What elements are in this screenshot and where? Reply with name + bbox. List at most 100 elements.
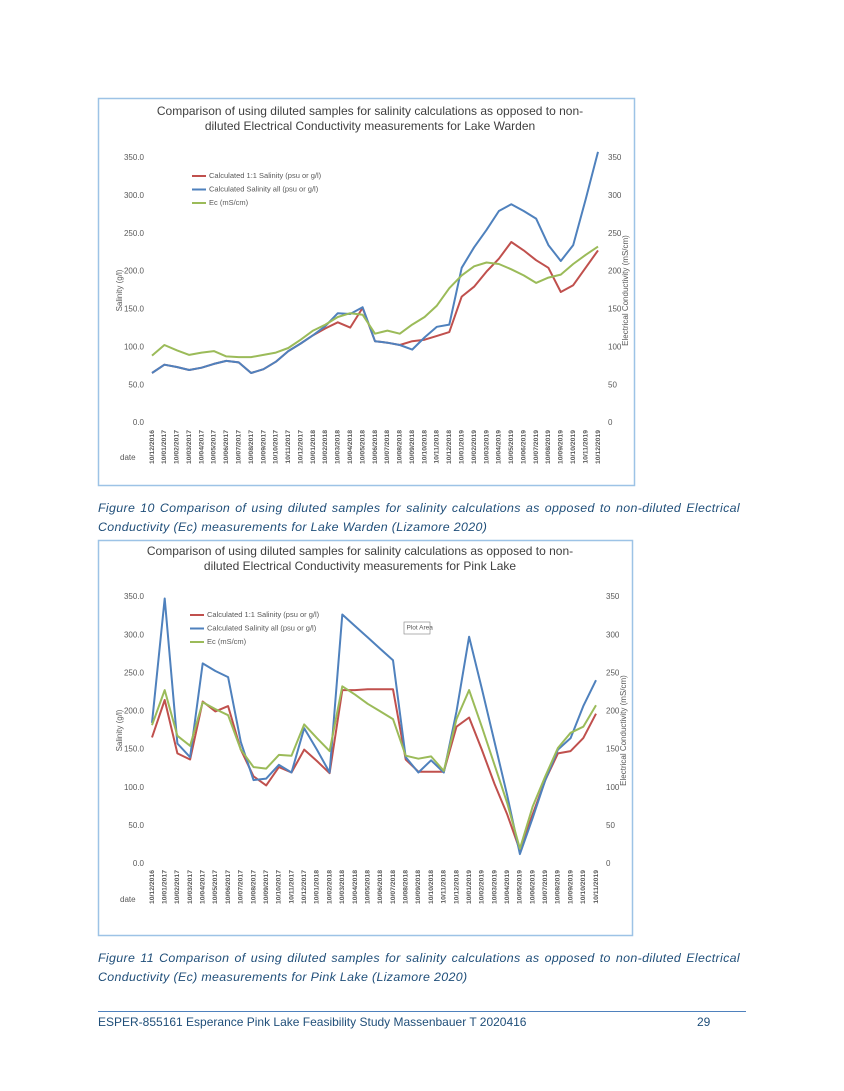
x-tick-label: 10/04/2017: [198, 430, 205, 464]
y2-axis-label: Electrical Conductivity (mS/cm): [619, 675, 628, 786]
y-axis-label: Salinity (g/l): [115, 709, 124, 751]
y2-tick-label: 300: [606, 630, 620, 639]
y-tick-label: 350.0: [124, 592, 145, 601]
x-tick-label: 10/07/2019: [542, 870, 549, 904]
x-tick-label: 10/10/2019: [580, 870, 587, 904]
x-tick-label: 10/01/2017: [161, 430, 168, 464]
x-tick-label: 10/08/2019: [555, 870, 562, 904]
x-tick-label: 10/03/2019: [483, 430, 490, 464]
x-tick-label: 10/08/2017: [248, 430, 255, 464]
annotation: Plot Area: [407, 625, 434, 632]
legend-label: Ec (mS/cm): [209, 198, 249, 207]
annotation-box: [403, 621, 431, 635]
x-tick-label: 10/10/2018: [428, 870, 435, 904]
x-tick-label: 10/03/2018: [335, 430, 342, 464]
x-tick-label: 10/02/2018: [326, 870, 333, 904]
y-tick-label: 200.0: [124, 707, 145, 716]
y2-tick-label: 50: [608, 380, 617, 389]
x-tick-label: 10/06/2017: [225, 870, 232, 904]
x-tick-label: 10/07/2019: [533, 430, 540, 464]
x-tick-label: 10/04/2018: [352, 870, 359, 904]
x-tick-label: 10/12/2019: [595, 430, 602, 464]
chart-title: Comparison of using diluted samples for …: [146, 544, 574, 573]
x-tick-label: 10/01/2017: [161, 870, 168, 904]
x-tick-label: 10/12/2018: [453, 870, 460, 904]
x-tick-label: 10/05/2019: [508, 430, 515, 464]
y2-axis-label: Electrical Conductivity (mS/cm): [621, 235, 630, 346]
x-tick-label: 10/09/2019: [567, 870, 574, 904]
figure-caption: Figure 10 Comparison of using diluted sa…: [98, 501, 740, 534]
y-tick-label: 350.0: [124, 153, 145, 162]
y-tick-label: 300.0: [124, 630, 145, 639]
x-tick-label: 10/04/2019: [504, 870, 511, 904]
y2-tick-label: 250: [608, 229, 622, 238]
x-axis-label: date: [120, 453, 136, 462]
x-tick-label: 10/08/2018: [397, 430, 404, 464]
x-tick-label: 10/06/2017: [223, 430, 230, 464]
x-tick-label: 10/10/2017: [276, 870, 283, 904]
series-line: [151, 597, 597, 856]
x-tick-label: 10/01/2018: [314, 870, 321, 904]
chart-title: Comparison of using diluted samples for …: [156, 104, 584, 133]
y-tick-label: 50.0: [128, 821, 144, 830]
x-tick-label: 10/05/2017: [212, 870, 219, 904]
y-tick-label: 150.0: [124, 305, 145, 314]
y2-tick-label: 350: [606, 592, 620, 601]
series-line: [151, 151, 599, 374]
y-tick-label: 250.0: [124, 229, 145, 238]
chart-frame: [97, 539, 634, 937]
y-tick-label: 0.0: [133, 418, 145, 427]
legend-label: Calculated 1:1 Salinity (psu or g/l): [209, 171, 322, 180]
x-tick-label: 10/12/2018: [446, 430, 453, 464]
y2-tick-label: 0: [608, 418, 613, 427]
x-tick-label: 10/12/2017: [297, 430, 304, 464]
legend-label: Calculated 1:1 Salinity (psu or g/l): [207, 610, 320, 619]
y-axis-label: Salinity (g/l): [115, 269, 124, 311]
x-tick-label: 10/10/2017: [273, 430, 280, 464]
x-tick-label: 10/07/2017: [238, 870, 245, 904]
y-tick-label: 300.0: [124, 191, 145, 200]
x-tick-label: 10/06/2018: [372, 430, 379, 464]
x-tick-label: 10/11/2019: [582, 430, 589, 464]
y2-tick-label: 100: [608, 342, 622, 351]
x-tick-label: 10/02/2017: [174, 430, 181, 464]
figure-caption: Figure 11 Comparison of using diluted sa…: [98, 951, 740, 984]
y-tick-label: 250.0: [124, 668, 145, 677]
x-tick-label: 10/03/2019: [491, 870, 498, 904]
x-tick-label: 10/05/2019: [517, 870, 524, 904]
x-tick-label: 10/08/2019: [545, 430, 552, 464]
y-tick-label: 150.0: [124, 745, 145, 754]
series-line: [151, 245, 599, 359]
x-tick-label: 10/07/2017: [236, 430, 243, 464]
x-tick-label: 10/12/2016: [149, 430, 156, 464]
x-tick-label: 10/09/2017: [260, 430, 267, 464]
y2-tick-label: 50: [606, 821, 615, 830]
x-tick-label: 10/03/2017: [187, 870, 194, 904]
y-tick-label: 200.0: [124, 267, 145, 276]
y2-tick-label: 350: [608, 153, 622, 162]
x-tick-label: 10/06/2019: [529, 870, 536, 904]
footer-text: ESPER-855161 Esperance Pink Lake Feasibi…: [98, 1015, 527, 1029]
x-tick-label: 10/09/2019: [558, 430, 565, 464]
x-tick-label: 10/02/2017: [174, 870, 181, 904]
x-tick-label: 10/09/2018: [415, 870, 422, 904]
x-tick-label: 10/02/2018: [322, 430, 329, 464]
x-tick-label: 10/02/2019: [479, 870, 486, 904]
x-tick-label: 10/12/2017: [301, 870, 308, 904]
y2-tick-label: 0: [606, 859, 611, 868]
x-tick-label: 10/11/2017: [285, 430, 292, 464]
x-axis-label: date: [120, 895, 136, 904]
x-tick-label: 10/04/2019: [496, 430, 503, 464]
x-tick-label: 10/11/2019: [593, 870, 600, 904]
x-tick-label: 10/05/2018: [364, 870, 371, 904]
x-tick-label: 10/06/2019: [520, 430, 527, 464]
x-tick-label: 10/03/2018: [339, 870, 346, 904]
x-tick-label: 10/11/2018: [434, 430, 441, 464]
x-tick-label: 10/09/2018: [409, 430, 416, 464]
y2-tick-label: 150: [608, 305, 622, 314]
x-tick-label: 10/03/2017: [186, 430, 193, 464]
series-line: [151, 685, 597, 850]
x-tick-label: 10/01/2019: [459, 430, 466, 464]
